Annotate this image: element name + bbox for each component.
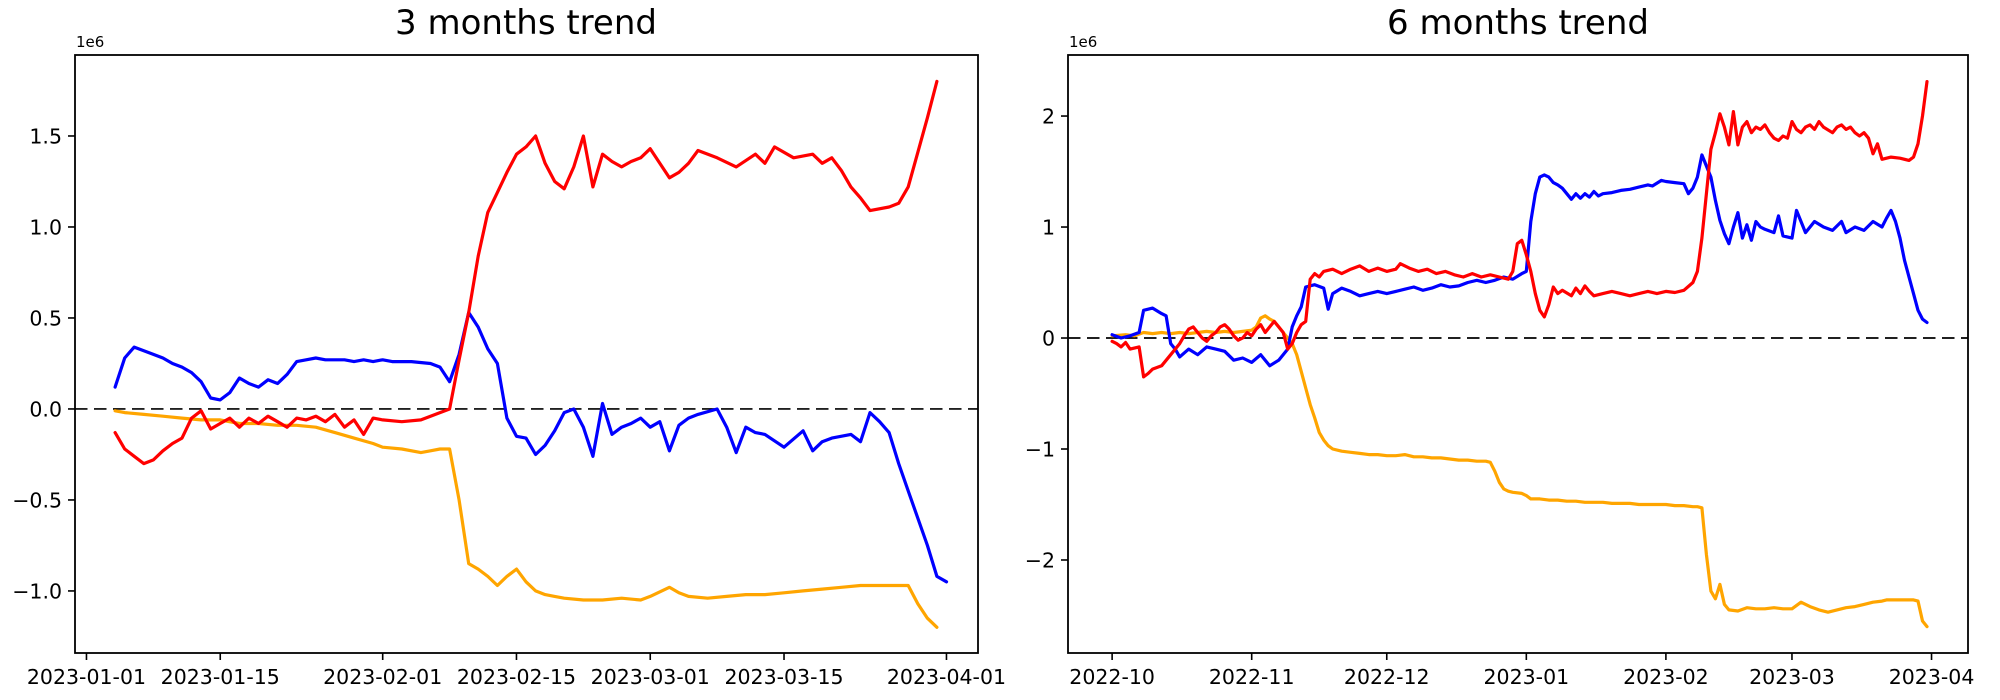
x-tick-label: 2023-04 bbox=[1889, 665, 1975, 689]
y-tick-label: 0.0 bbox=[29, 397, 62, 421]
chart-title-6-months: 6 months trend bbox=[1387, 3, 1649, 43]
y-tick-label: 1 bbox=[1042, 216, 1055, 240]
red-series-line bbox=[113, 79, 939, 466]
y-tick-label: 0 bbox=[1042, 327, 1055, 351]
x-tick-label: 2022-11 bbox=[1209, 665, 1295, 689]
chart-title-3-months: 3 months trend bbox=[395, 3, 657, 43]
y-tick-label: −1.0 bbox=[12, 579, 62, 603]
y-tick-label: 0.5 bbox=[29, 306, 62, 330]
orange-series-line bbox=[113, 409, 939, 629]
x-tick-label: 2023-02 bbox=[1623, 665, 1709, 689]
y-axis-offset-label-right: 1e6 bbox=[1069, 33, 1098, 51]
y-tick-label: 1.0 bbox=[29, 215, 62, 239]
axes-spines bbox=[74, 54, 979, 654]
chart-panel-0: 2023-01-01 2023-01-15 2023-02-01 2023-02-15… bbox=[12, 54, 1006, 689]
x-tick-label: 2023-03-01 bbox=[591, 665, 710, 689]
axes-spines bbox=[1067, 54, 1969, 654]
chart-panel-1: 2022-10 2022-11 2022-12 2023-01 2023-02 2023-… bbox=[1025, 54, 1975, 689]
x-tick-label: 2023-01-01 bbox=[27, 665, 146, 689]
blue-series-line bbox=[113, 310, 949, 584]
y-tick-label: 2 bbox=[1042, 105, 1055, 129]
x-tick-label: 2023-01 bbox=[1484, 665, 1570, 689]
x-tick-label: 2023-03 bbox=[1749, 665, 1835, 689]
x-tick-label: 2022-12 bbox=[1344, 665, 1430, 689]
x-tick-label: 2023-02-15 bbox=[457, 665, 576, 689]
x-tick-label: 2022-10 bbox=[1069, 665, 1155, 689]
orange-series-line bbox=[1110, 314, 1929, 629]
y-tick-label: −2 bbox=[1025, 548, 1055, 572]
x-tick-label: 2023-02-01 bbox=[323, 665, 442, 689]
y-axis-offset-label-left: 1e6 bbox=[76, 33, 105, 51]
x-tick-label: 2023-04-01 bbox=[887, 665, 1006, 689]
y-tick-label: 1.5 bbox=[29, 124, 62, 148]
y-tick-label: −0.5 bbox=[12, 488, 62, 512]
y-tick-label: −1 bbox=[1025, 438, 1055, 462]
red-series-line bbox=[1110, 79, 1929, 379]
blue-series-line bbox=[1110, 153, 1929, 368]
x-tick-label: 2023-01-15 bbox=[161, 665, 280, 689]
x-tick-label: 2023-03-15 bbox=[724, 665, 843, 689]
